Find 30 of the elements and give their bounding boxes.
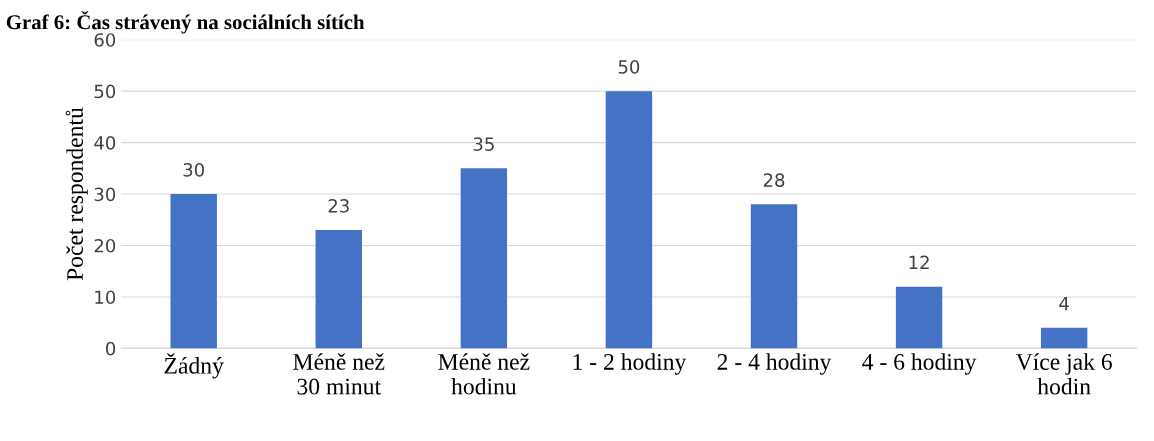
y-tick-label: 30 <box>94 187 116 202</box>
x-tick-label: 2 - 4 hodiny <box>717 353 832 375</box>
y-tick-label: 50 <box>94 84 116 99</box>
x-tick-label: 1 - 2 hodiny <box>573 353 687 375</box>
data-label: 28 <box>763 173 785 187</box>
y-tick-label: 40 <box>94 136 116 150</box>
bar <box>895 286 943 349</box>
y-tick-label: 60 <box>94 33 116 47</box>
data-label: 12 <box>909 255 929 270</box>
x-tick-label: 4 - 6 hodiny <box>862 353 977 375</box>
data-label: 50 <box>618 60 640 74</box>
chart-title: Graf 6: Čas strávený na sociálních sítích <box>6 11 365 34</box>
x-tick-label: Více jak 6 hodin <box>1015 353 1112 395</box>
x-tick-label: Méně než 30 minut <box>293 353 385 395</box>
y-tick-label: 20 <box>94 238 116 253</box>
bar <box>315 230 362 349</box>
bar <box>460 168 508 349</box>
data-label: 30 <box>183 163 204 177</box>
y-tick-label: 10 <box>95 290 116 305</box>
data-label: 4 <box>1059 297 1069 311</box>
bar <box>605 91 653 349</box>
bar <box>750 204 798 349</box>
bar <box>170 194 217 349</box>
x-tick-label: Žádný <box>164 353 224 379</box>
data-label: 35 <box>473 137 494 151</box>
y-tick-label: 0 <box>106 341 116 356</box>
bar <box>1040 327 1088 349</box>
y-axis-title: Počet respondentů <box>65 107 88 281</box>
x-tick-label: Méně než hodinu <box>438 353 530 395</box>
data-label: 23 <box>328 199 349 213</box>
